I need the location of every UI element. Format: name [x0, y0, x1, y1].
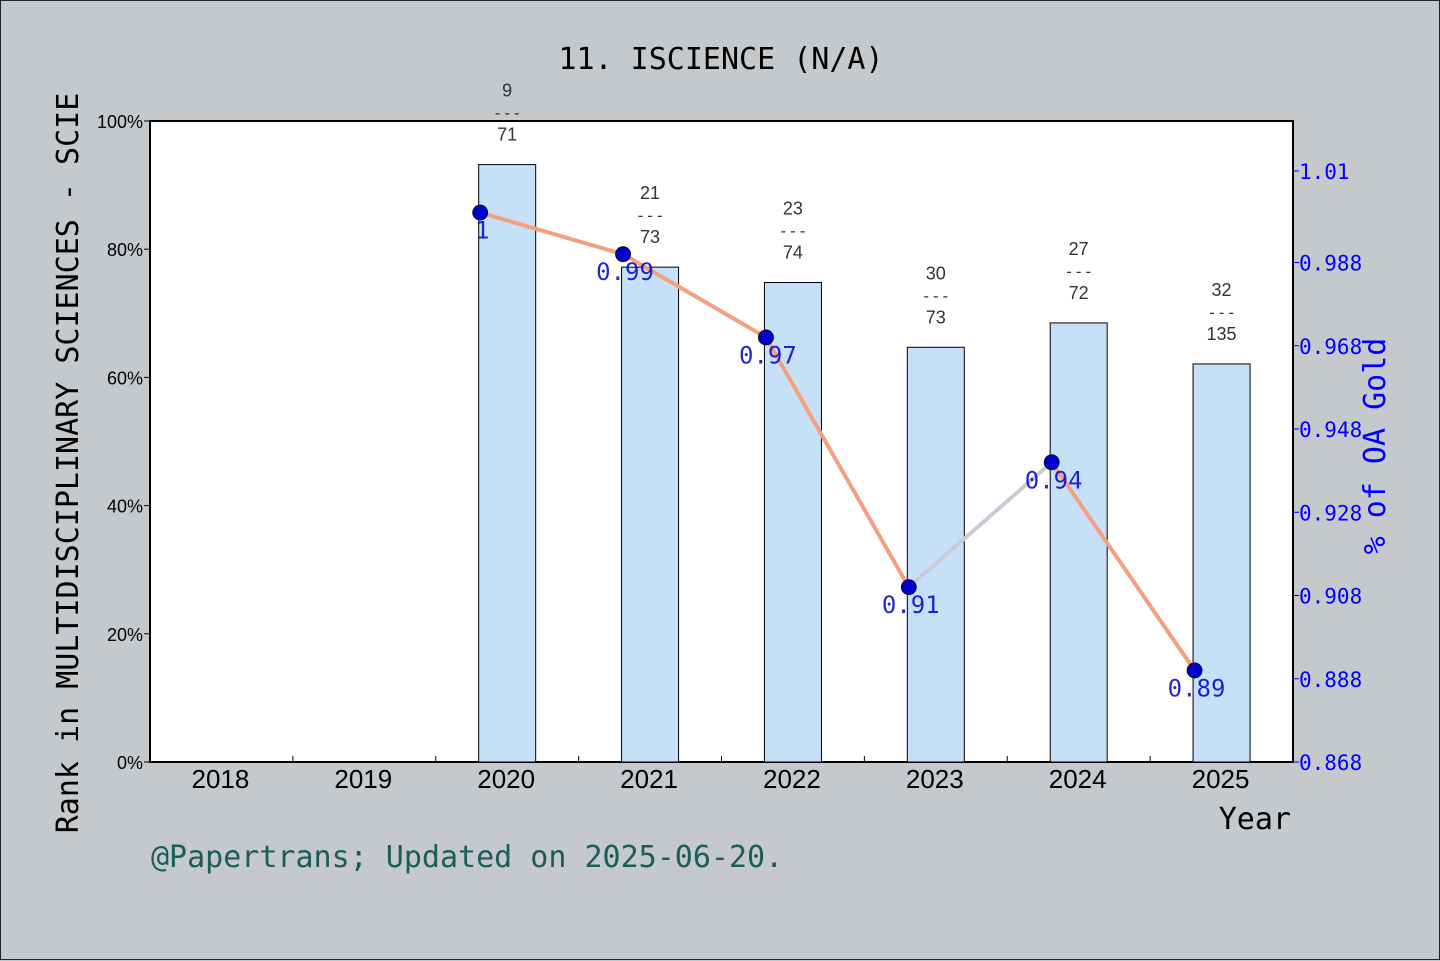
y-tick-label: 100%: [97, 112, 143, 132]
x-tick-label: 2019: [334, 764, 392, 794]
bar-total-label-2024: 72: [1069, 283, 1089, 303]
x-tick-label: 2018: [192, 764, 250, 794]
line-value-label-2020: 1: [475, 217, 489, 245]
line-layer: 1 0.99 0.97 0.91 0.94 0.89: [472, 204, 1226, 702]
y2-tick-label: 0.888: [1299, 668, 1362, 692]
y-axis-label: Rank in MULTIDISCIPLINARY SCIENCES - SCI…: [51, 93, 86, 834]
bar-2020: [478, 164, 537, 763]
bar-2022: [763, 282, 822, 763]
bar-rank-divider-2025: ---: [1207, 303, 1236, 322]
x-axis-label: Year: [1219, 802, 1291, 837]
line-segment-2020-2021: [479, 210, 624, 257]
footer-note: @Papertrans; Updated on 2025-06-20.: [151, 840, 783, 875]
line-marker-2024: [1043, 454, 1060, 471]
y-tick-label: 60%: [107, 368, 143, 388]
bar-2021: [621, 266, 680, 763]
x-tick-label: 2020: [477, 764, 535, 794]
bar-rank-divider-2021: ---: [636, 206, 665, 225]
bar-rank-divider-2024: ---: [1064, 262, 1093, 281]
line-segment-2022-2023: [764, 336, 911, 589]
plot-area: [149, 120, 1294, 763]
line-value-label-2022: 0.97: [739, 341, 797, 369]
line-marker-2020: [472, 204, 489, 221]
line-marker-2025: [1186, 662, 1203, 679]
bar-rank-label-2020: 9: [502, 81, 512, 101]
bar-rank-label-2024: 27: [1069, 239, 1089, 259]
line-marker-2022: [758, 329, 774, 346]
y2-tick-label: 0.988: [1299, 252, 1362, 276]
bar-total-label-2022: 74: [783, 243, 803, 263]
line-segment-2021-2022: [622, 252, 767, 340]
bar-rank-divider-2020: ---: [493, 104, 522, 123]
bar-rank-label-2022: 23: [783, 199, 803, 219]
bar-total-label-2021: 73: [640, 227, 660, 247]
bar-total-label-2025: 135: [1207, 324, 1237, 344]
bar-2023: [906, 346, 965, 763]
x-tick-label: 2021: [620, 764, 678, 794]
y2-tick-label: 1.01: [1299, 160, 1350, 184]
line-value-label-2025: 0.89: [1168, 674, 1226, 702]
y-tick-label: 0%: [117, 753, 143, 773]
line-marker-2023: [900, 579, 917, 596]
line-marker-2021: [615, 246, 631, 263]
line-value-label-2021: 0.99: [596, 258, 654, 286]
bar-2024: [1049, 322, 1108, 763]
line-segment-2023-2024: [907, 460, 1054, 589]
bar-rank-divider-2023: ---: [921, 286, 950, 305]
y2-axis-label: % of OA Gold: [1358, 338, 1393, 555]
x-tick-label: 2025: [1192, 764, 1250, 794]
left-axis: 0% 20% 40% 60% 80% 100%: [97, 112, 150, 773]
right-axis: 0.868 0.888 0.908 0.928 0.948 0.968 0.988 1.01: [1293, 160, 1362, 775]
y-tick-label: 80%: [107, 240, 143, 260]
y-tick-label: 40%: [107, 497, 143, 517]
x-tick-label: 2022: [763, 764, 821, 794]
bar-rank-label-2023: 30: [926, 263, 946, 283]
y2-tick-label: 0.928: [1299, 501, 1362, 525]
x-tick-label: 2024: [1049, 764, 1107, 794]
y2-tick-label: 0.968: [1299, 335, 1362, 359]
bar-2025: [1192, 363, 1251, 763]
bar-rank-divider-2022: ---: [778, 222, 807, 241]
y2-tick-label: 0.948: [1299, 418, 1362, 442]
y2-tick-label: 0.908: [1299, 585, 1362, 609]
x-axis: 2018 2019 2020 2021 2022 2023 2024 2025: [149, 756, 1294, 794]
bar-rank-label-2025: 32: [1212, 280, 1232, 300]
x-tick-label: 2023: [906, 764, 964, 794]
bar-total-label-2023: 73: [926, 307, 946, 327]
y2-tick-label: 0.868: [1299, 751, 1362, 775]
line-value-label-2023: 0.91: [882, 591, 940, 619]
line-value-label-2024: 0.94: [1025, 466, 1083, 494]
bar-total-label-2020: 71: [497, 125, 517, 145]
bars-layer: 9 --- 71 21 --- 73 23 --- 74 30 --- 73 27 --- 72 32 --- 1…: [478, 81, 1251, 763]
y-tick-label: 20%: [107, 625, 143, 645]
chart-title: 11. ISCIENCE (N/A): [558, 42, 883, 77]
line-segment-2024-2025: [1050, 461, 1197, 672]
bar-rank-label-2021: 21: [640, 183, 660, 203]
